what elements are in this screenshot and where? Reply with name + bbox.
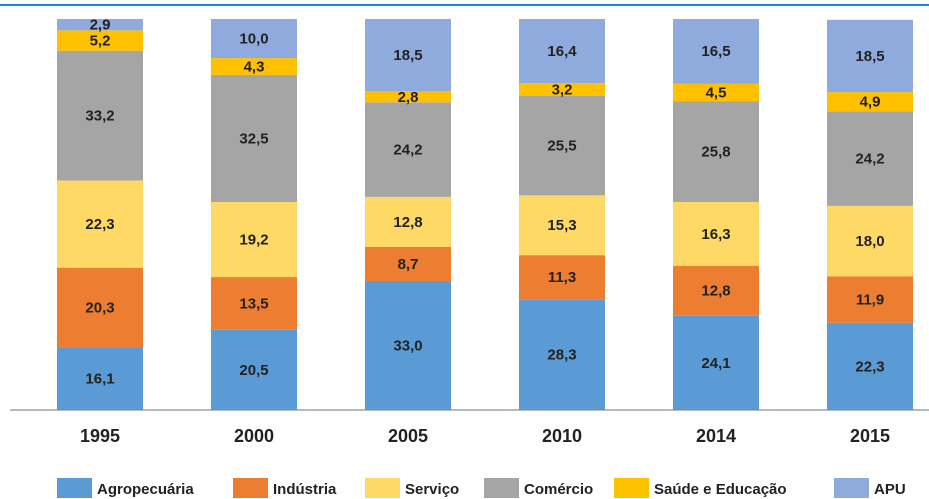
value-label: 20,3	[85, 299, 114, 316]
value-label: 24,1	[701, 355, 730, 372]
bar-segment	[365, 91, 451, 103]
value-label: 25,8	[701, 144, 730, 161]
value-label: 3,2	[552, 81, 573, 98]
value-label: 12,8	[393, 214, 422, 231]
value-label: 12,8	[701, 283, 730, 300]
value-label: 11,9	[856, 292, 884, 309]
value-label: 24,2	[855, 151, 884, 168]
bar-segment	[57, 180, 143, 268]
value-label: 32,5	[239, 130, 268, 147]
x-tick-label: 1995	[80, 426, 120, 446]
bar-segment	[673, 315, 759, 410]
bar-segment	[519, 195, 605, 256]
legend-swatch	[365, 478, 400, 498]
bar-segment	[827, 322, 913, 410]
legend-swatch	[614, 478, 649, 498]
bar-segment	[211, 74, 297, 202]
legend-label: Indústria	[273, 481, 337, 498]
value-label: 25,5	[547, 137, 576, 154]
value-label: 28,3	[547, 347, 576, 364]
value-label: 2,9	[90, 17, 111, 34]
value-label: 11,3	[548, 269, 576, 286]
x-tick-label: 2005	[388, 426, 428, 446]
bar-segment	[519, 19, 605, 84]
bar-segment	[57, 50, 143, 181]
bar-segment	[519, 299, 605, 410]
value-label: 24,2	[393, 142, 422, 159]
bar-segment	[519, 95, 605, 196]
value-label: 2,8	[398, 89, 419, 106]
bar-segment	[519, 83, 605, 96]
value-label: 15,3	[547, 217, 576, 234]
bar-segment	[57, 30, 143, 51]
value-label: 16,5	[701, 43, 730, 60]
bar-segment	[519, 255, 605, 300]
value-label: 33,0	[393, 337, 422, 354]
legend-swatch	[484, 478, 519, 498]
legend-label: Comércio	[524, 481, 593, 498]
bar-segment	[673, 265, 759, 316]
value-label: 16,4	[547, 43, 577, 60]
value-label: 20,5	[239, 362, 268, 379]
value-label: 13,5	[239, 295, 268, 312]
x-tick-label: 2000	[234, 426, 274, 446]
legend-label: Agropecuária	[97, 481, 194, 498]
value-label: 19,2	[239, 231, 268, 248]
bar-segment	[673, 201, 759, 266]
value-label: 5,2	[90, 32, 111, 49]
bar-segment	[211, 19, 297, 59]
bar-segment	[365, 246, 451, 281]
bar-segment	[827, 205, 913, 277]
legend-swatch	[233, 478, 268, 498]
bar-segment	[211, 58, 297, 75]
x-tick-label: 2010	[542, 426, 582, 446]
value-label: 18,5	[855, 48, 884, 65]
bar-segment	[673, 101, 759, 202]
value-label: 22,3	[855, 358, 884, 375]
bar-segment	[673, 19, 759, 84]
bar-segment	[673, 83, 759, 102]
value-label: 4,3	[244, 58, 265, 75]
legend-swatch	[57, 478, 92, 498]
x-tick-label: 2014	[696, 426, 736, 446]
legend-label: Serviço	[405, 481, 459, 498]
legend-label: APU	[874, 481, 906, 498]
bar-segment	[365, 196, 451, 247]
bar-segment	[57, 267, 143, 348]
bar-segment	[211, 201, 297, 278]
legend-swatch	[834, 478, 869, 498]
bar-segment	[57, 347, 143, 410]
value-label: 10,0	[239, 31, 268, 48]
value-label: 18,0	[855, 233, 884, 250]
x-tick-label: 2015	[850, 426, 890, 446]
bar-segment	[365, 19, 451, 92]
bar-segment	[827, 276, 913, 323]
value-label: 18,5	[393, 47, 422, 64]
bar-segment	[827, 19, 913, 93]
value-label: 16,3	[701, 226, 730, 243]
value-label: 22,3	[85, 216, 114, 233]
legend-label: Saúde e Educação	[654, 481, 787, 498]
bar-segment	[57, 19, 143, 31]
value-label: 16,1	[85, 370, 114, 387]
bar-segment	[211, 329, 297, 410]
bar-segment	[827, 111, 913, 206]
value-label: 8,7	[398, 256, 419, 273]
bar-segment	[211, 277, 297, 330]
value-label: 4,9	[860, 94, 881, 111]
value-label: 33,2	[85, 108, 114, 125]
bar-segment	[365, 280, 451, 410]
bar-segment	[827, 92, 913, 112]
bar-segment	[365, 102, 451, 197]
value-label: 4,5	[706, 84, 727, 101]
